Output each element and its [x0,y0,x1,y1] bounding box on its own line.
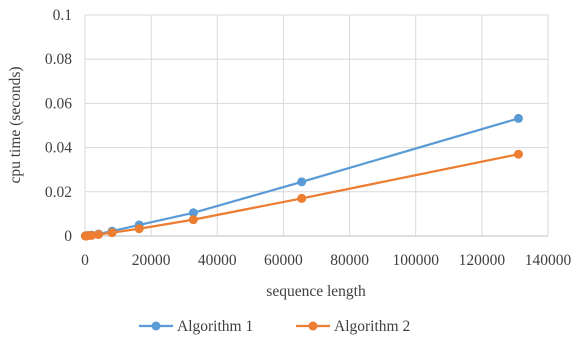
data-point [513,113,523,123]
legend-item: Algorithm 2 [296,318,410,335]
y-tick-label: 0.02 [45,184,72,201]
y-tick-label: 0 [64,228,72,245]
data-point [188,208,198,218]
legend-item: Algorithm 1 [139,318,253,335]
legend-label: Algorithm 2 [334,318,410,335]
y-axis-ticks: 0 0.02 0.04 0.06 0.08 0.1 [45,7,72,245]
x-tick-label: 20000 [132,252,171,269]
x-tick-label: 140000 [525,252,572,269]
legend-marker-icon [151,321,161,331]
legend-label: Algorithm 1 [177,318,253,335]
x-tick-label: 0 [81,252,89,269]
y-tick-label: 0.08 [45,51,72,68]
x-tick-label: 40000 [198,252,237,269]
legend: Algorithm 1 Algorithm 2 [139,318,410,335]
x-tick-label: 60000 [264,252,303,269]
gridlines [84,14,549,237]
y-axis-title: cpu time (seconds) [7,66,24,183]
data-point [188,215,198,225]
x-axis-title: sequence length [266,283,366,300]
data-point [297,193,307,203]
series-layer [80,113,523,241]
data-point [94,229,104,239]
y-tick-label: 0.04 [45,140,72,157]
legend-marker-icon [308,321,318,331]
x-axis-ticks: 0 20000 40000 60000 80000 100000 120000 140000 [81,252,571,269]
y-tick-label: 0.06 [45,95,72,112]
x-tick-label: 80000 [330,252,369,269]
x-tick-label: 100000 [392,252,439,269]
series-2 [80,149,523,241]
data-point [87,230,97,240]
series-line [84,117,519,238]
y-tick-label: 0.1 [53,7,72,24]
data-point [297,177,307,187]
data-point [107,228,117,238]
data-point [513,149,523,159]
data-point [134,224,144,234]
x-tick-label: 120000 [459,252,506,269]
series-1 [80,113,523,241]
